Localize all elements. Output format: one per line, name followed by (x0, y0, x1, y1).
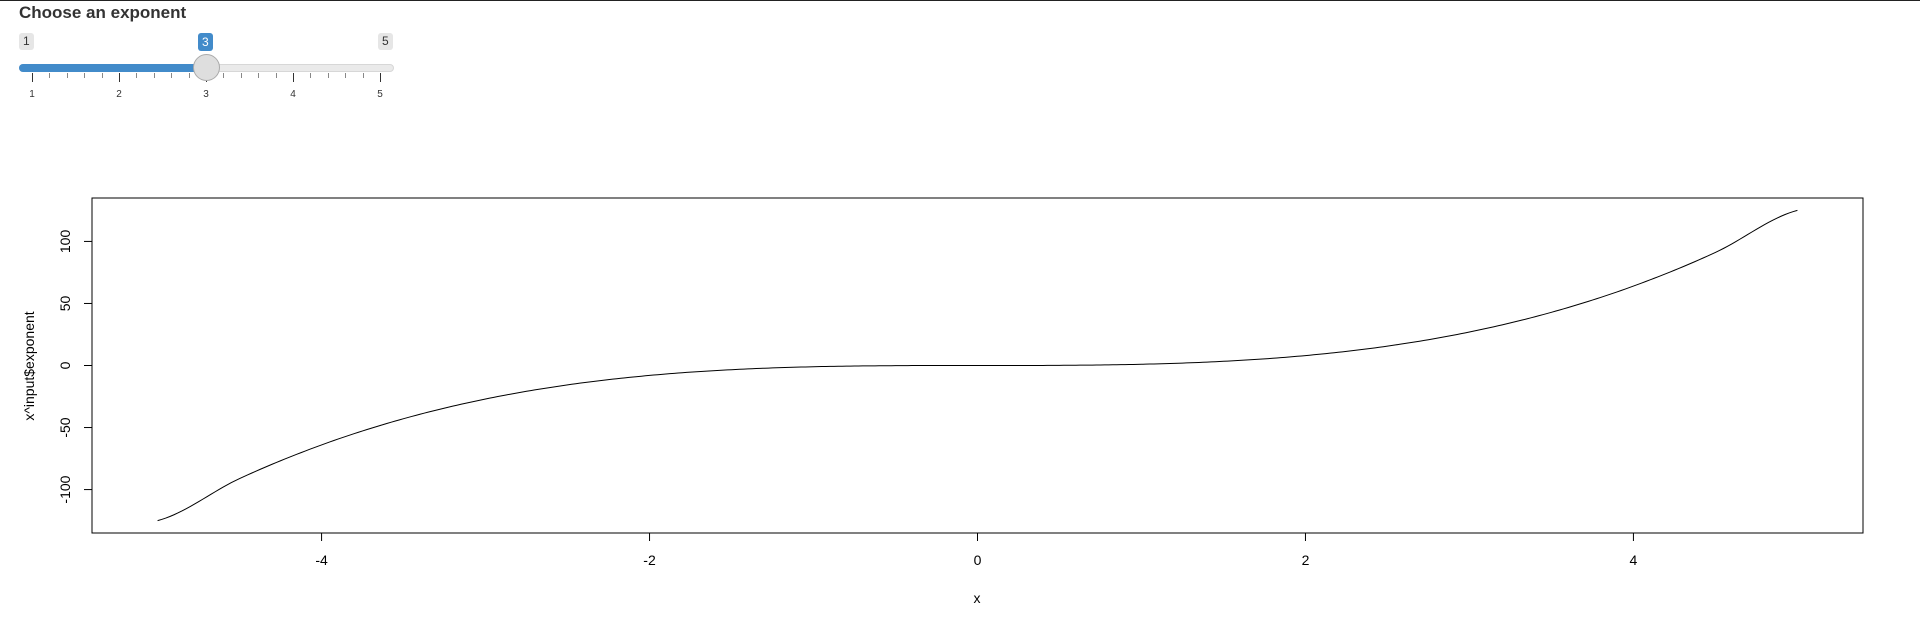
slider-minor-tick (84, 73, 86, 78)
slider-minor-tick (101, 73, 103, 78)
slider-minor-tick (171, 73, 173, 78)
slider-fill-bar (19, 64, 206, 72)
x-tick-label: -2 (643, 552, 656, 568)
slider-tick-label: 1 (29, 89, 35, 100)
slider-minor-tick (136, 73, 138, 78)
x-tick-label: 4 (1630, 552, 1638, 568)
x-tick-label: -4 (315, 552, 328, 568)
y-tick-label: 50 (57, 295, 73, 311)
plot-output: -4 -2 0 2 4 -100 -50 0 50 100 x x^input$exponent (0, 190, 1920, 615)
slider-minor-tick (49, 73, 51, 78)
y-axis-title: x^input$exponent (21, 311, 37, 420)
y-tick-label: 0 (57, 361, 73, 369)
slider-minor-tick (153, 73, 155, 78)
slider-minor-tick (258, 73, 260, 78)
slider-minor-tick (66, 73, 68, 78)
slider-minor-tick (310, 73, 312, 78)
slider-max-label: 5 (378, 33, 393, 50)
slider-minor-tick (223, 73, 225, 78)
y-axis: -100 -50 0 50 100 (57, 230, 93, 504)
x-tick-label: 2 (1302, 552, 1310, 568)
x-tick-label: 0 (974, 552, 982, 568)
slider-tick-label: 2 (116, 89, 122, 100)
exponent-slider-panel: Choose an exponent 1 5 3 1 2 3 4 5 (0, 0, 420, 110)
y-tick-label: 100 (57, 230, 73, 254)
slider-label: Choose an exponent (19, 3, 187, 22)
slider-value-label: 3 (198, 33, 213, 51)
series-line (157, 209, 1798, 522)
x-axis: -4 -2 0 2 4 (315, 532, 1638, 568)
slider-tick-label: 3 (203, 89, 209, 100)
slider-tick-label: 5 (377, 89, 383, 100)
slider-minor-tick (275, 73, 277, 78)
slider-major-tick (119, 73, 120, 82)
slider-major-tick (380, 73, 381, 82)
slider-minor-tick (345, 73, 347, 78)
y-tick-label: -100 (57, 475, 73, 503)
slider-handle[interactable] (192, 54, 220, 81)
slider-minor-tick (362, 73, 364, 78)
slider-major-tick (293, 73, 294, 82)
top-border (0, 0, 1920, 1)
slider-minor-tick (240, 73, 242, 78)
slider-minor-tick (188, 73, 190, 78)
slider-min-label: 1 (19, 33, 34, 50)
slider-major-tick (32, 73, 33, 82)
slider-minor-tick (327, 73, 329, 78)
y-tick-label: -50 (57, 417, 73, 437)
plot-svg: -4 -2 0 2 4 -100 -50 0 50 100 x x^input$exponent (21, 197, 1864, 606)
slider-tick-label: 4 (290, 89, 296, 100)
x-axis-title: x (974, 590, 981, 606)
